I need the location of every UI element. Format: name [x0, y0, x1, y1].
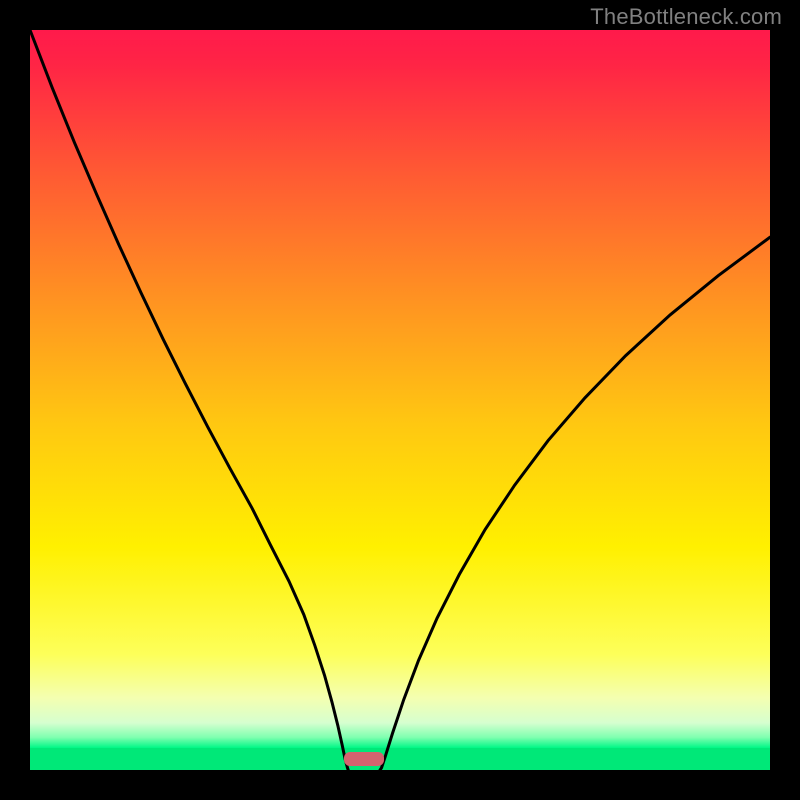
left-descending-curve — [30, 30, 348, 770]
curve-overlay — [30, 30, 770, 770]
right-ascending-curve — [380, 237, 770, 770]
watermark-text: TheBottleneck.com — [590, 4, 782, 30]
figure-canvas: TheBottleneck.com — [0, 0, 800, 800]
optimum-marker — [344, 752, 384, 766]
plot-area — [30, 30, 770, 770]
